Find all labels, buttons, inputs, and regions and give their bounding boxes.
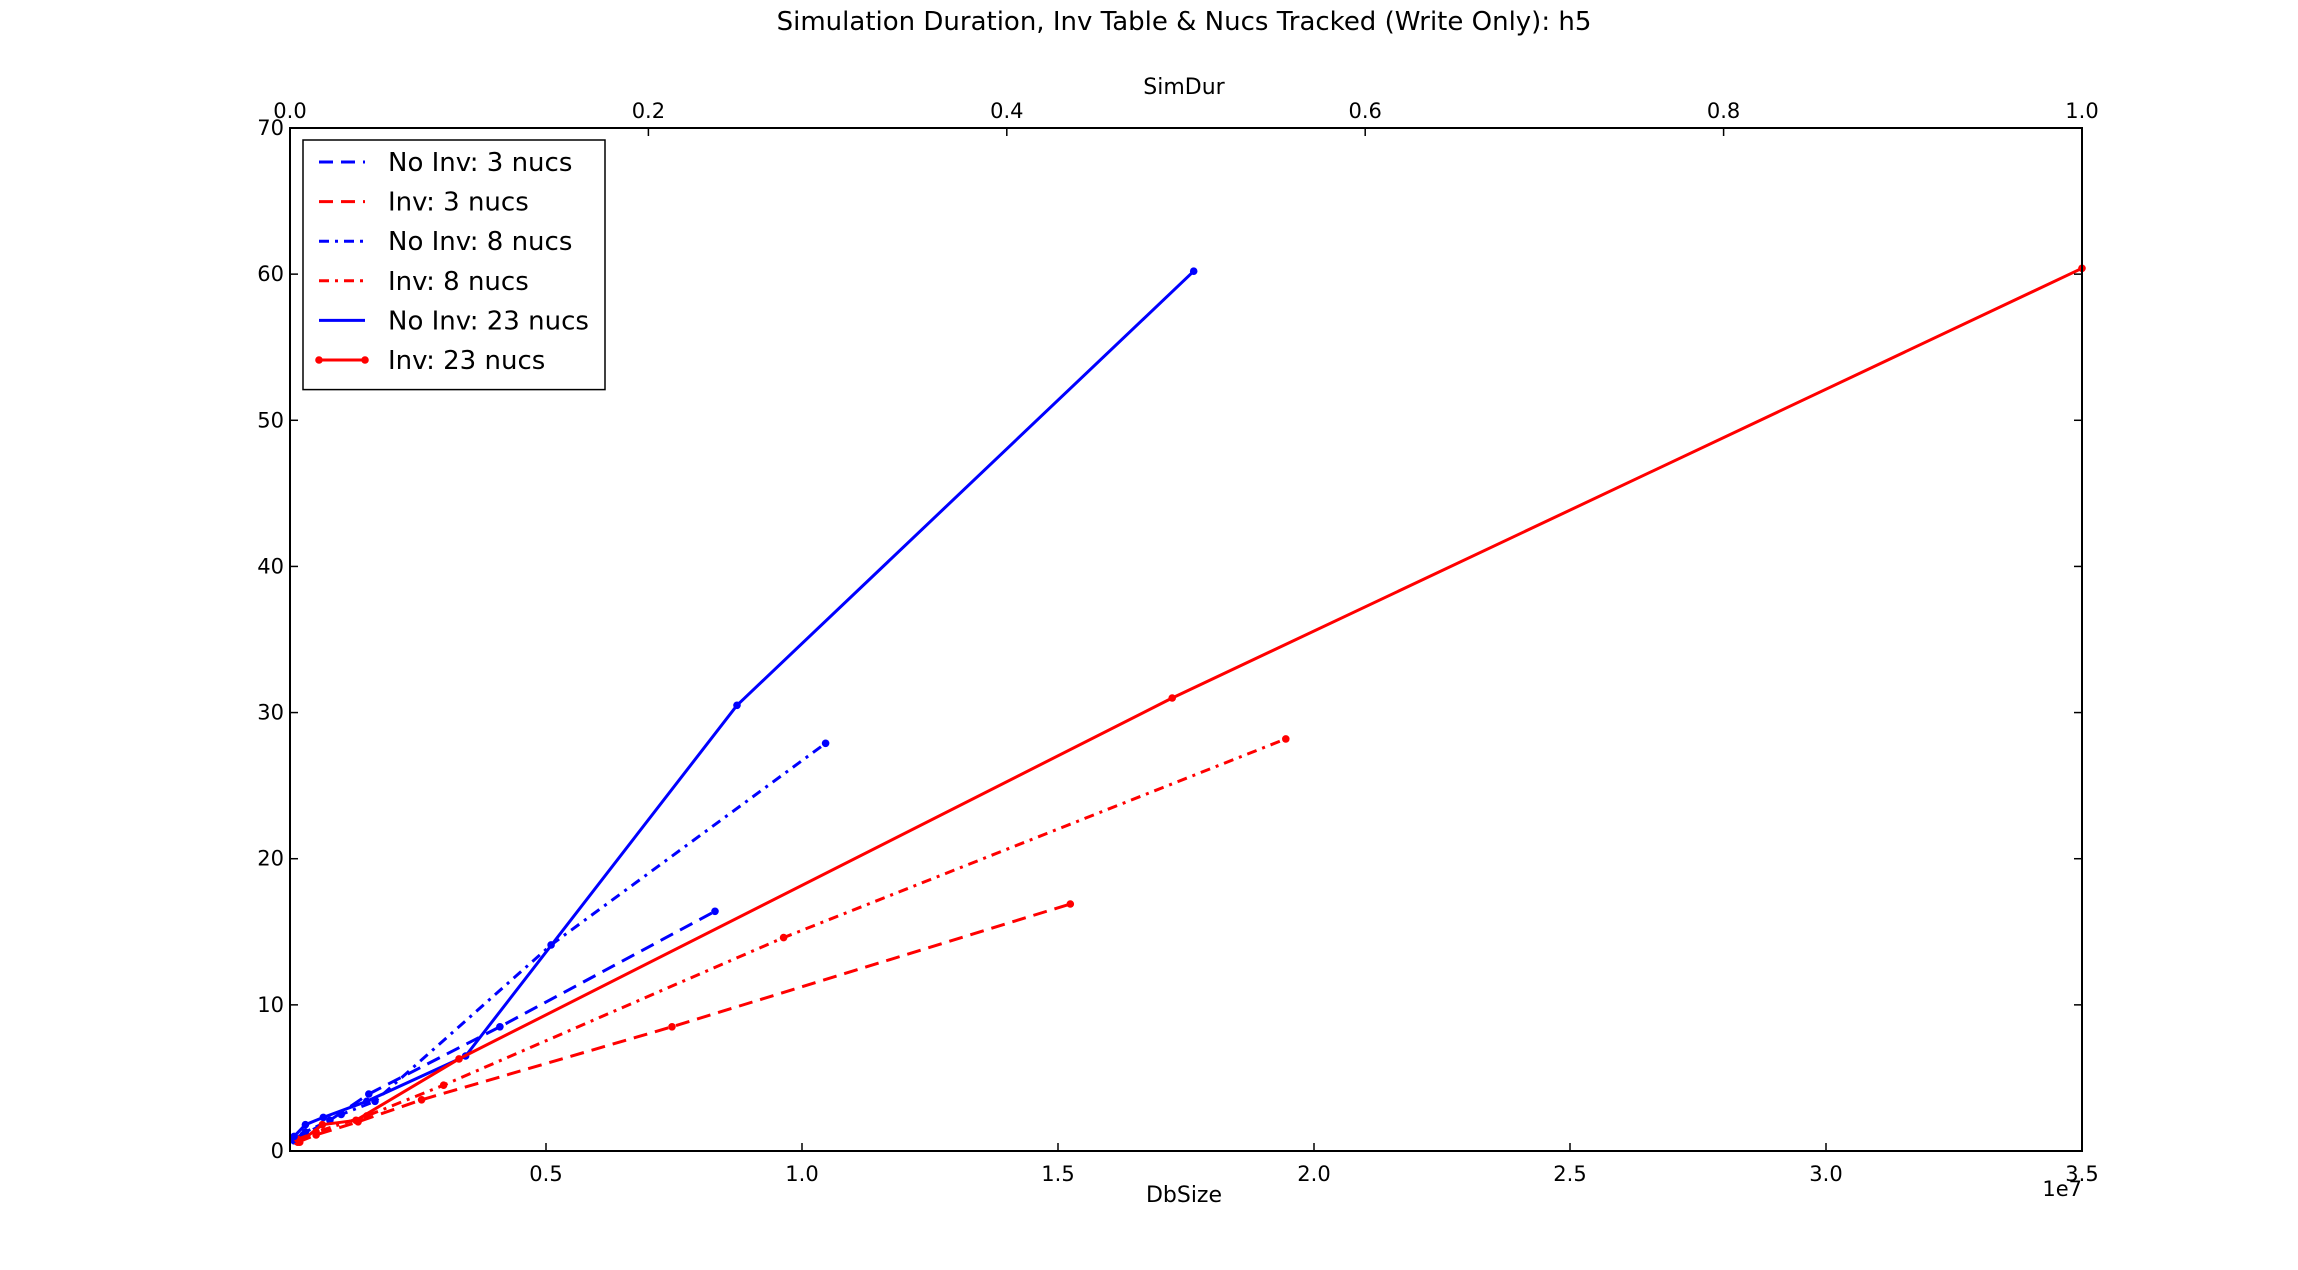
legend-entry: Inv: 23 nucs bbox=[315, 346, 545, 376]
data-point bbox=[1189, 267, 1198, 276]
legend-label: Inv: 23 nucs bbox=[388, 346, 545, 376]
data-point bbox=[668, 1023, 676, 1031]
data-point bbox=[290, 1132, 298, 1141]
top-x-tick-label: 0.2 bbox=[632, 99, 665, 123]
x-tick-label: 2.0 bbox=[1297, 1162, 1330, 1186]
legend-box bbox=[302, 139, 606, 391]
x-axis-title: DbSize bbox=[1146, 1183, 1222, 1208]
y-tick-label: 40 bbox=[257, 554, 284, 578]
top-x-tick-label: 0.0 bbox=[273, 99, 306, 123]
data-point bbox=[365, 1090, 373, 1098]
y-tick-label: 20 bbox=[257, 847, 284, 871]
top-x-tick-label: 1.0 bbox=[2065, 99, 2098, 123]
data-point bbox=[352, 1116, 360, 1125]
legend-entry: No Inv: 23 nucs bbox=[319, 306, 589, 336]
top-x-axis-title: SimDur bbox=[1143, 75, 1225, 100]
data-point bbox=[1066, 900, 1075, 908]
data-point bbox=[455, 1055, 463, 1063]
data-point bbox=[711, 907, 719, 916]
data-point bbox=[301, 1128, 310, 1136]
series-5 bbox=[295, 264, 2086, 1146]
legend-entry: No Inv: 8 nucs bbox=[319, 227, 572, 257]
data-point bbox=[301, 1120, 310, 1129]
tick-labels-layer: 0.5 1.0 1.5 2.0 2.5 3.0 3.5 0 10 20 30 40 50 60 700.0 0… bbox=[257, 99, 2098, 1186]
legend-marker bbox=[361, 356, 369, 364]
data-point bbox=[295, 1138, 304, 1146]
x-tick-label: 3.0 bbox=[1809, 1162, 1842, 1186]
chart-title: Simulation Duration, Inv Table & Nucs Tr… bbox=[777, 7, 1592, 37]
legend-label: No Inv: 23 nucs bbox=[388, 306, 589, 336]
legend-entry: No Inv: 3 nucs bbox=[319, 148, 572, 178]
series-line bbox=[297, 902, 1071, 1144]
plot-area-frame bbox=[289, 127, 2083, 1152]
legend-label: No Inv: 8 nucs bbox=[388, 227, 572, 257]
x-axis-offset-label: 1e7 bbox=[2042, 1177, 2082, 1201]
top-x-tick-label: 0.8 bbox=[1707, 99, 1740, 123]
series-layer bbox=[290, 264, 2086, 1146]
legend-label: Inv: 3 nucs bbox=[388, 188, 529, 218]
data-point bbox=[1168, 694, 1176, 702]
data-point bbox=[319, 1113, 328, 1122]
data-point bbox=[417, 1096, 426, 1104]
series-line bbox=[293, 742, 827, 1141]
y-tick-label: 10 bbox=[257, 993, 284, 1017]
data-point bbox=[1282, 735, 1290, 743]
series-4 bbox=[290, 267, 1198, 1141]
x-tick-label: 3.5 bbox=[2065, 1162, 2098, 1186]
legend-entry: Inv: 3 nucs bbox=[319, 188, 529, 218]
x-tick-label: 2.5 bbox=[1553, 1162, 1586, 1186]
series-line bbox=[298, 266, 2083, 1144]
y-tick-label: 0 bbox=[271, 1139, 284, 1163]
legend-marker bbox=[315, 356, 323, 364]
series-3 bbox=[293, 735, 1290, 1144]
data-point bbox=[733, 701, 741, 710]
x-tick-label: 1.5 bbox=[1041, 1162, 1074, 1186]
x-tick-label: 1.0 bbox=[785, 1162, 818, 1186]
y-tick-label: 70 bbox=[257, 116, 284, 140]
data-point bbox=[496, 1023, 504, 1031]
x-tick-label: 0.5 bbox=[529, 1162, 562, 1186]
y-tick-label: 30 bbox=[257, 701, 284, 725]
top-x-tick-label: 0.4 bbox=[990, 99, 1023, 123]
data-point bbox=[439, 1081, 448, 1089]
series-2 bbox=[290, 739, 830, 1144]
data-point bbox=[779, 933, 788, 942]
data-point bbox=[363, 1097, 371, 1106]
series-line bbox=[297, 737, 1287, 1141]
legend-label: No Inv: 3 nucs bbox=[388, 148, 572, 178]
series-1 bbox=[293, 900, 1075, 1146]
data-point bbox=[821, 739, 830, 748]
legend: No Inv: 3 nucs Inv: 3 nucs No Inv: 8 nucs I… bbox=[302, 139, 606, 391]
data-point bbox=[318, 1120, 327, 1129]
y-tick-label: 60 bbox=[257, 262, 284, 286]
legend-entry: Inv: 8 nucs bbox=[319, 267, 529, 297]
top-x-tick-label: 0.6 bbox=[1348, 99, 1381, 123]
series-line bbox=[293, 270, 1195, 1138]
y-tick-label: 50 bbox=[257, 408, 284, 432]
legend-label: Inv: 8 nucs bbox=[388, 267, 529, 297]
